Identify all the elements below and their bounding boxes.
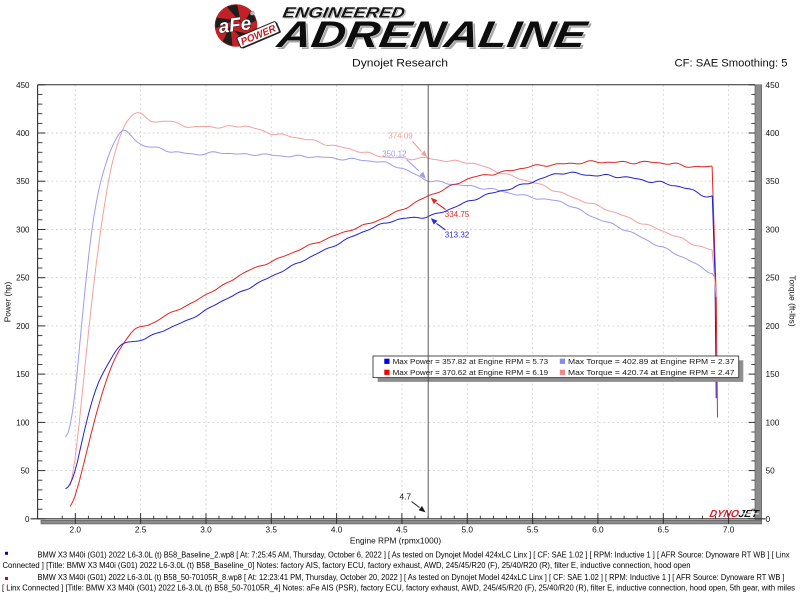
svg-text:3.5: 3.5 — [266, 525, 278, 535]
svg-text:BMW X3 M40i (G01) 2022 L6-3.0L: BMW X3 M40i (G01) 2022 L6-3.0L (t) B58_B… — [38, 551, 790, 560]
svg-text:4.5: 4.5 — [396, 525, 408, 535]
svg-text:BMW X3 M40i (G01) 2022 L6-3.0L: BMW X3 M40i (G01) 2022 L6-3.0L (t) B58_5… — [38, 573, 785, 582]
svg-text:4.0: 4.0 — [331, 525, 343, 535]
svg-text:334.75: 334.75 — [445, 210, 470, 219]
svg-text:250: 250 — [766, 273, 780, 283]
svg-text:CF: SAE Smoothing: 5: CF: SAE Smoothing: 5 — [675, 58, 788, 70]
svg-text:Connected ] [Title: BMW X3 M40: Connected ] [Title: BMW X3 M40i (G01) 20… — [3, 561, 691, 570]
svg-text:200: 200 — [766, 321, 780, 331]
svg-text:374.09: 374.09 — [388, 132, 413, 141]
svg-text:4.7: 4.7 — [400, 491, 412, 501]
svg-text:Max Torque = 420.74 at Engine: Max Torque = 420.74 at Engine RPM = 2.47 — [568, 368, 735, 377]
svg-text:Engine RPM (rpmx1000): Engine RPM (rpmx1000) — [350, 535, 442, 545]
svg-text:R: R — [251, 12, 254, 16]
svg-text:DYNO: DYNO — [708, 509, 740, 520]
svg-text:Power (hp): Power (hp) — [3, 281, 13, 322]
svg-text:300: 300 — [16, 226, 30, 235]
svg-text:200: 200 — [16, 322, 30, 331]
svg-text:50: 50 — [21, 467, 30, 476]
svg-text:ADRENALINE: ADRENALINE — [273, 13, 591, 55]
svg-text:Max Power = 357.82 at Engine R: Max Power = 357.82 at Engine RPM = 5.73 — [393, 357, 548, 366]
svg-text:[ Linx Connected ] [Title: BMW: [ Linx Connected ] [Title: BMW X3 M40i (… — [2, 584, 795, 593]
svg-text:3.0: 3.0 — [200, 525, 212, 535]
svg-text:6.0: 6.0 — [592, 525, 604, 535]
svg-text:50: 50 — [766, 466, 776, 476]
svg-text:0: 0 — [25, 515, 30, 524]
svg-text:7.0: 7.0 — [723, 525, 735, 535]
svg-text:Max Torque = 402.89 at Engine: Max Torque = 402.89 at Engine RPM = 2.37 — [568, 357, 735, 366]
svg-text:Dynojet Research: Dynojet Research — [352, 58, 448, 70]
svg-text:ADRENALINE: ADRENALINE — [275, 15, 593, 57]
svg-text:450: 450 — [766, 80, 780, 90]
svg-text:300: 300 — [766, 225, 780, 235]
svg-text:100: 100 — [16, 418, 30, 427]
svg-text:250: 250 — [16, 274, 30, 283]
svg-text:ENGINEERED: ENGINEERED — [283, 6, 408, 23]
svg-text:400: 400 — [16, 129, 30, 138]
svg-text:ENGINEERED: ENGINEERED — [281, 4, 406, 21]
svg-text:313.32: 313.32 — [445, 231, 470, 240]
svg-text:350.12: 350.12 — [382, 149, 407, 158]
svg-text:5.5: 5.5 — [527, 525, 539, 535]
svg-text:JET: JET — [737, 509, 761, 520]
svg-text:350: 350 — [766, 176, 780, 186]
svg-text:6.5: 6.5 — [658, 525, 670, 535]
svg-text:0: 0 — [766, 514, 771, 524]
svg-text:150: 150 — [766, 369, 780, 379]
svg-text:350: 350 — [16, 177, 30, 186]
svg-text:150: 150 — [16, 370, 30, 379]
svg-text:Max Power = 370.62 at Engine R: Max Power = 370.62 at Engine RPM = 6.19 — [393, 368, 548, 377]
svg-text:2.5: 2.5 — [135, 525, 147, 535]
svg-text:5.0: 5.0 — [462, 525, 474, 535]
svg-text:Torque (ft-lbs): Torque (ft-lbs) — [788, 275, 798, 326]
svg-text:400: 400 — [766, 128, 780, 138]
svg-text:2.0: 2.0 — [70, 525, 82, 535]
svg-text:100: 100 — [766, 417, 780, 427]
svg-text:450: 450 — [16, 81, 30, 90]
